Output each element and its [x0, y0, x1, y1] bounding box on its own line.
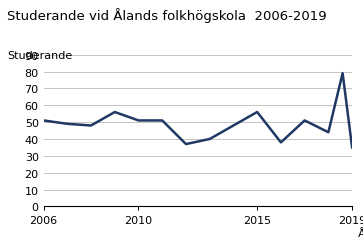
Text: Studerande vid Ålands folkhögskola  2006-2019: Studerande vid Ålands folkhögskola 2006-… — [7, 8, 327, 22]
Text: Studerande: Studerande — [7, 50, 73, 60]
X-axis label: År: År — [358, 228, 363, 238]
